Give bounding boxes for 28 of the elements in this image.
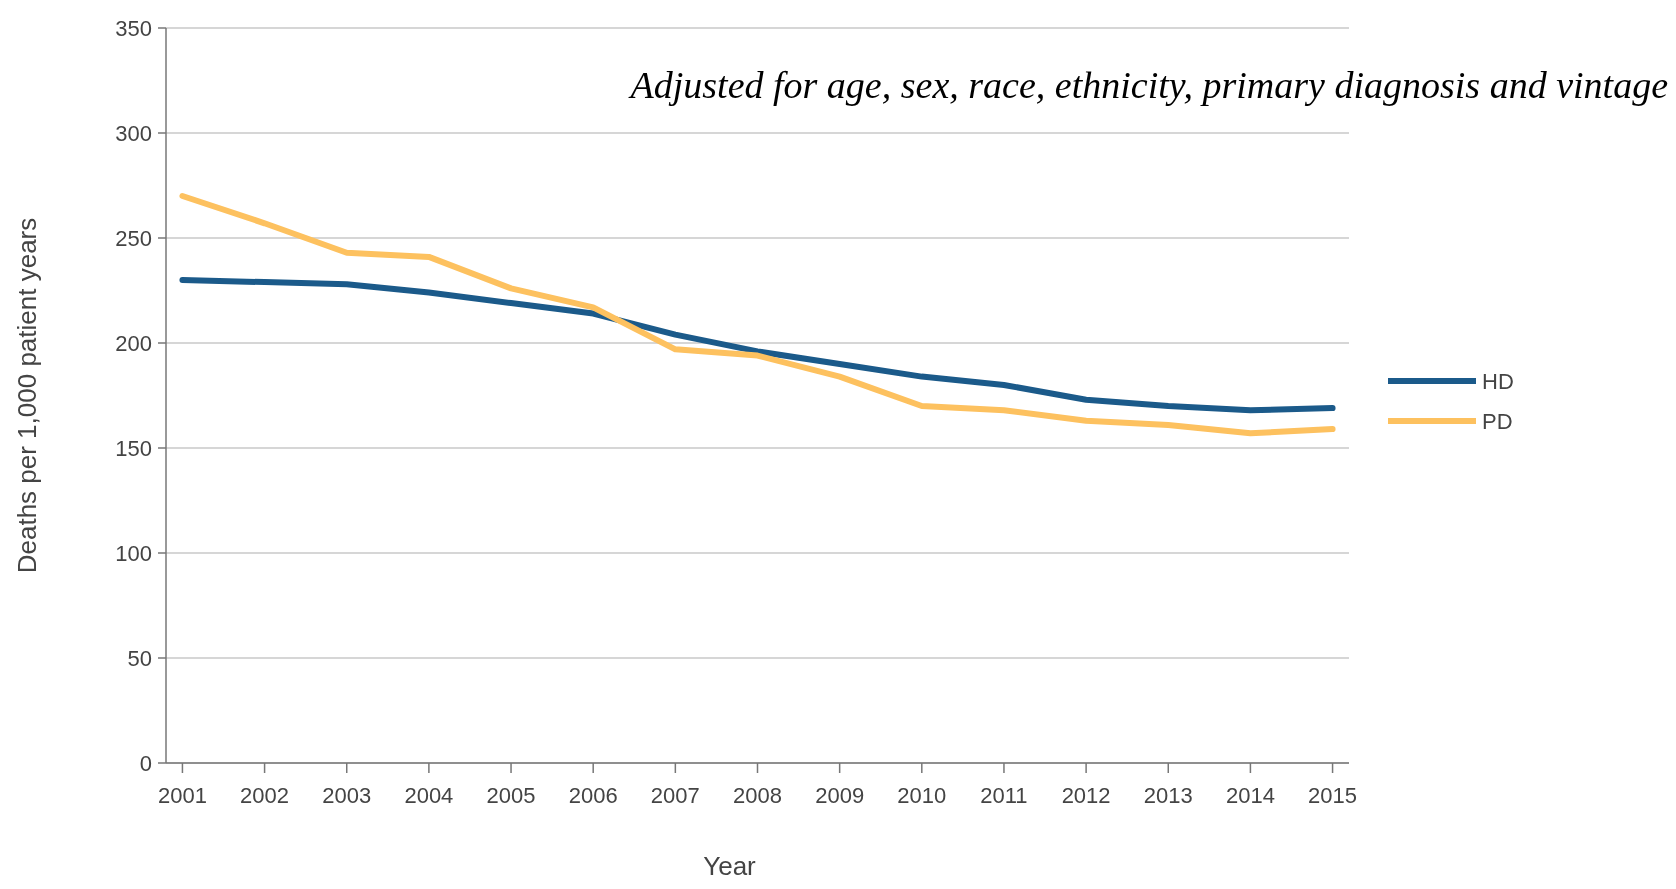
x-tick-label: 2012 — [1061, 783, 1111, 808]
x-tick-label: 2002 — [240, 783, 290, 808]
x-tick-label: 2004 — [404, 783, 454, 808]
x-tick-label: 2006 — [568, 783, 618, 808]
x-axis-title: Year — [703, 851, 757, 881]
y-axis-title: Deaths per 1,000 patient years — [12, 217, 42, 574]
x-tick-label: 2007 — [650, 783, 700, 808]
x-tick-label: 2009 — [815, 783, 865, 808]
x-tick-label: 2014 — [1225, 783, 1275, 808]
y-tick-label: 350 — [115, 15, 152, 41]
annotation: Adjusted for age, sex, race, ethnicity, primary diagnosis and vintage — [627, 64, 1669, 106]
y-tick-label: 200 — [115, 330, 152, 356]
x-tick-label: 2013 — [1143, 783, 1193, 808]
y-tick-label: 150 — [115, 435, 152, 461]
x-tick-label: 2003 — [322, 783, 372, 808]
x-tick-label: 2008 — [733, 783, 782, 808]
x-tick-label: 2011 — [980, 783, 1028, 808]
y-tick-label: 250 — [115, 225, 152, 251]
x-tick-label: 2015 — [1308, 783, 1358, 808]
x-tick-label: 2001 — [157, 783, 207, 808]
y-tick-label: 300 — [115, 120, 152, 146]
y-tick-label: 50 — [127, 645, 152, 671]
y-tick-label: 0 — [139, 750, 152, 776]
legend-label: HD — [1482, 368, 1514, 394]
x-tick-label: 2005 — [486, 783, 536, 808]
x-tick-label: 2010 — [897, 783, 947, 808]
legend-label: PD — [1482, 408, 1513, 434]
y-tick-label: 100 — [115, 540, 152, 566]
